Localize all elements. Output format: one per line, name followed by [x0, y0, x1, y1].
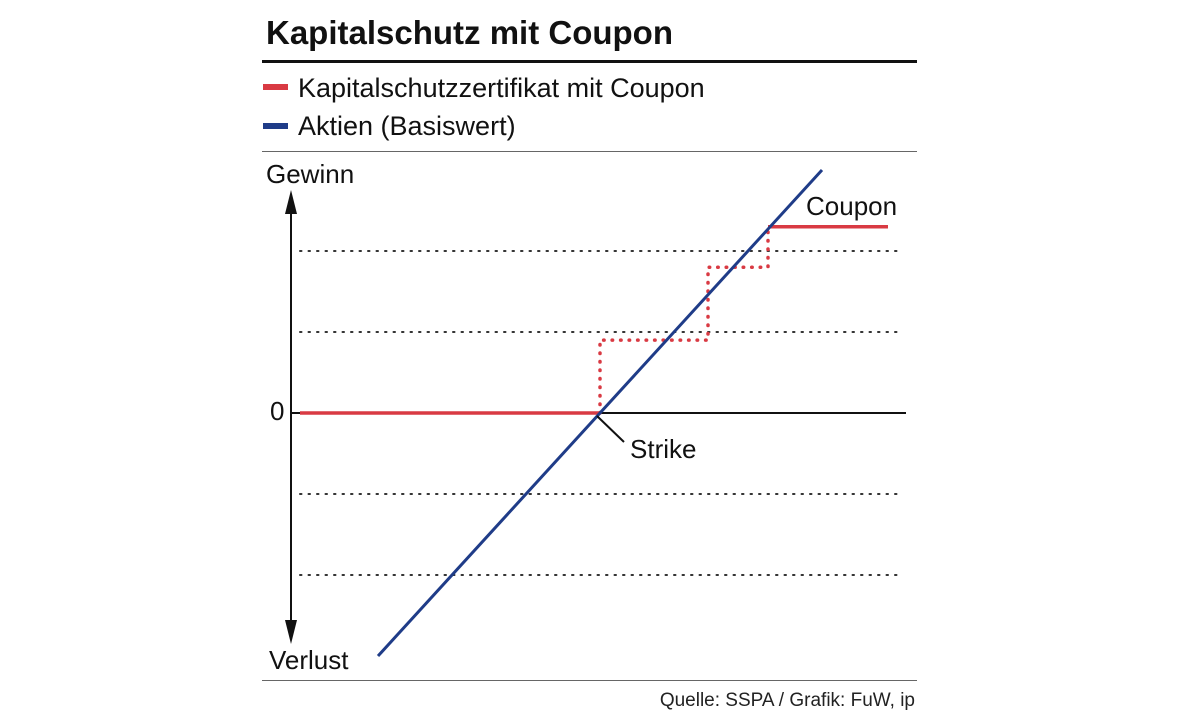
y-axis-label-gain: Gewinn [266, 159, 354, 189]
title-rule [262, 60, 917, 63]
series-line-certificate-steps [598, 224, 770, 415]
y-axis-arrow-down [285, 620, 297, 644]
legend-rule [262, 151, 917, 152]
legend-swatch-stock [263, 123, 288, 129]
grid [299, 250, 901, 576]
y-axis-arrow-up [285, 190, 297, 214]
y-axis-label-loss: Verlust [269, 645, 349, 675]
coupon-label: Coupon [806, 191, 897, 221]
series [300, 168, 888, 658]
legend-label-stock: Aktien (Basiswert) [298, 111, 516, 141]
footer-rule [262, 680, 917, 681]
series-line-stock [376, 168, 824, 658]
strike-label: Strike [630, 434, 696, 464]
source-note: Quelle: SSPA / Grafik: FuW, ip [660, 690, 915, 711]
legend-label-certificate: Kapitalschutzzertifikat mit Coupon [298, 73, 705, 103]
strike-pointer [596, 415, 625, 443]
chart-title: Kapitalschutz mit Coupon [266, 14, 673, 51]
zero-label: 0 [270, 396, 284, 426]
legend-swatch-certificate [263, 84, 288, 90]
